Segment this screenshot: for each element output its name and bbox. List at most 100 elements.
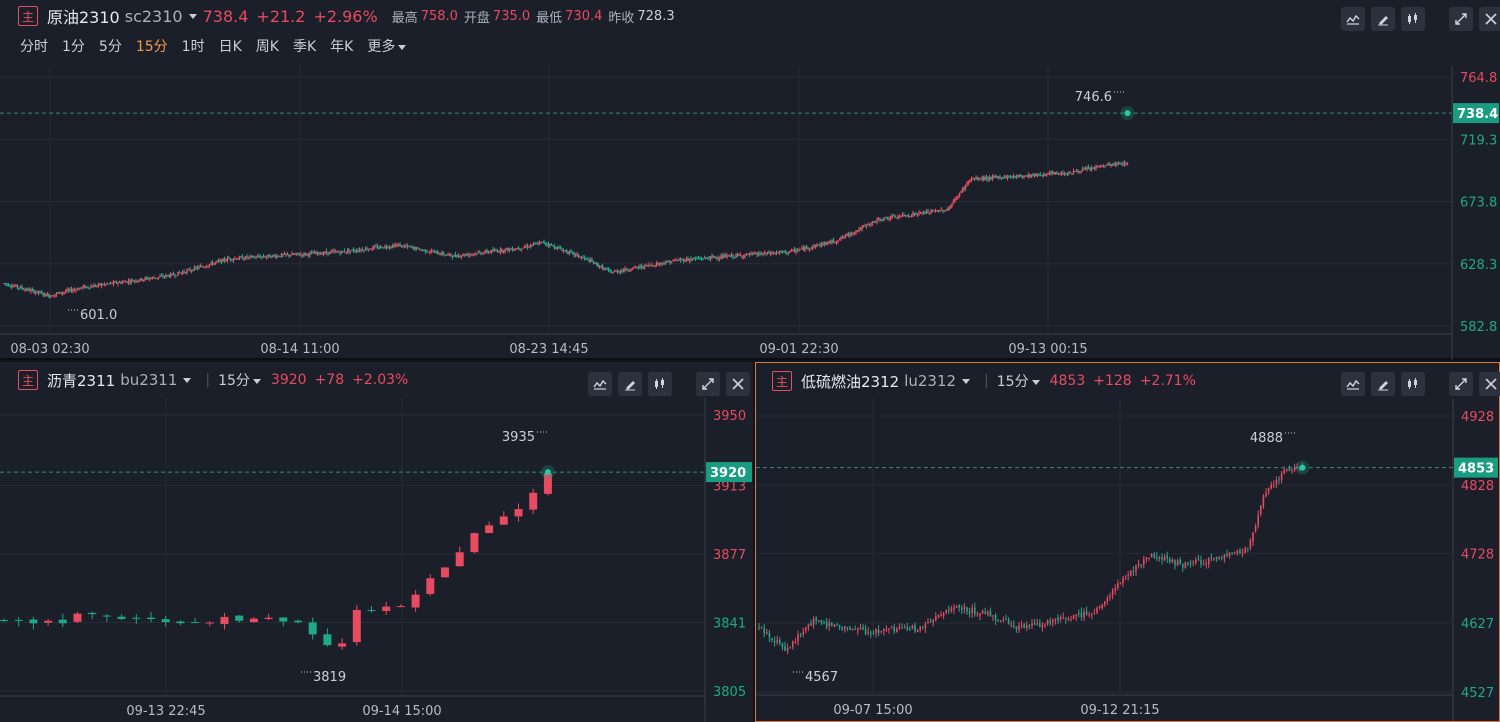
period-tab[interactable]: 日K: [218, 39, 242, 55]
expand-icon[interactable]: [1449, 7, 1473, 31]
draw-pen-icon[interactable]: [618, 372, 642, 396]
candle-body: [1143, 558, 1145, 565]
candle-body: [935, 616, 937, 621]
candle-body: [72, 290, 74, 292]
chevron-down-icon[interactable]: [188, 13, 197, 19]
candle-body: [210, 262, 212, 264]
candle-body: [427, 252, 430, 254]
candle-body: [857, 628, 859, 631]
candle-body: [334, 251, 337, 253]
period-tab[interactable]: 5分: [98, 39, 122, 55]
contract-code[interactable]: bu2311: [120, 371, 178, 389]
candle-body: [1166, 555, 1168, 559]
period-tab[interactable]: 年K: [330, 39, 354, 55]
candle-body: [1044, 624, 1046, 626]
candle-body: [145, 277, 148, 279]
main-contract-badge[interactable]: 主: [18, 6, 38, 26]
candle-body: [423, 249, 425, 251]
y-tick-label: 3950: [713, 409, 746, 424]
close-icon[interactable]: [1479, 7, 1500, 31]
draw-pen-icon[interactable]: [1371, 7, 1395, 31]
indicator-icon[interactable]: [1341, 372, 1365, 396]
period-tab[interactable]: 1时: [181, 39, 205, 55]
lu-kline-chart[interactable]: 4928 4828 4728 4627 4527 09-07 15:00 09-12 21:…: [756, 399, 1499, 721]
candle-body: [90, 286, 92, 289]
indicator-icon[interactable]: [1341, 7, 1365, 31]
candle-body: [388, 246, 391, 248]
period-tab[interactable]: 分时: [20, 39, 48, 55]
period-tab-active[interactable]: 15分: [135, 39, 168, 55]
candle-body: [417, 247, 419, 249]
main-kline-chart[interactable]: 764.8 719.3 673.8 628.3 582.8 08-03 02:30 08-1…: [0, 66, 1500, 360]
chevron-down-icon[interactable]: [183, 377, 192, 383]
candle-body: [102, 284, 104, 286]
candle-body: [616, 270, 619, 273]
candle-body: [435, 250, 437, 252]
candle-body: [470, 533, 479, 553]
contract-name[interactable]: 原油2310: [47, 8, 120, 27]
contract-code[interactable]: sc2310: [124, 6, 183, 26]
candle-body: [851, 628, 854, 631]
candle-style-icon[interactable]: [648, 372, 672, 396]
period-dropdown[interactable]: 15分: [997, 371, 1046, 391]
candle-body: [176, 621, 185, 624]
candle-style-icon[interactable]: [1401, 7, 1425, 31]
candle-body: [1015, 176, 1018, 178]
candle-body: [807, 624, 810, 628]
bu-contract-badge[interactable]: 主: [18, 370, 38, 390]
candle-body: [172, 273, 175, 276]
candle-body: [528, 246, 530, 248]
main-chart-panel[interactable]: 主 原油2310 sc2310 738.4 +21.2 +2.96% 最高 75…: [0, 0, 1500, 360]
candle-body: [577, 253, 580, 257]
contract-name[interactable]: 低硫燃油2312: [801, 372, 900, 391]
close-icon[interactable]: [1479, 372, 1500, 396]
candle-body: [1095, 166, 1097, 169]
candle-body: [687, 258, 689, 261]
candle-body: [1045, 174, 1048, 176]
candle-body: [967, 181, 970, 183]
chevron-down-icon[interactable]: [962, 378, 971, 384]
contract-code[interactable]: lu2312: [904, 372, 957, 390]
candle-body: [94, 285, 97, 287]
expand-icon[interactable]: [1449, 372, 1473, 396]
candle-body: [1087, 167, 1090, 169]
candle-body: [426, 578, 435, 594]
period-tab[interactable]: 季K: [292, 39, 317, 55]
candle-body: [820, 243, 823, 246]
candle-style-icon[interactable]: [1401, 372, 1425, 396]
candle-body: [564, 250, 566, 252]
bu-chart-panel[interactable]: 主 沥青2311 bu2311 | 15分 3920 +78 +2.03% 39…: [0, 362, 753, 722]
candle-body: [510, 248, 512, 250]
bu-kline-chart[interactable]: 3950 3913 3877 3841 3805 09-13 22:45 09-14 15:…: [0, 398, 753, 722]
draw-pen-icon[interactable]: [1371, 372, 1395, 396]
indicator-icon[interactable]: [588, 372, 612, 396]
max-price-label: 746.6: [1075, 90, 1112, 105]
candle-body: [987, 612, 989, 615]
low-value: 730.4: [565, 8, 603, 24]
candle-body: [852, 233, 854, 235]
contract-name[interactable]: 沥青2311: [47, 371, 116, 390]
expand-icon[interactable]: [696, 372, 720, 396]
candle-body: [864, 225, 866, 227]
candle-body: [990, 176, 992, 180]
close-icon[interactable]: [726, 372, 750, 396]
candle-body: [894, 215, 896, 218]
more-periods-dropdown[interactable]: 更多: [367, 36, 412, 56]
candle-body: [813, 245, 815, 247]
candle-body: [1145, 557, 1148, 560]
period-dropdown[interactable]: 15分: [218, 370, 267, 390]
candle-body: [451, 256, 454, 258]
candle-body: [16, 284, 19, 288]
candle-body: [33, 289, 35, 294]
lu-chart-panel[interactable]: 主 低硫燃油2312 lu2312 | 15分 4853 +128 +2.71%…: [755, 362, 1500, 722]
candle-body: [1163, 556, 1166, 561]
candle-body: [543, 241, 545, 244]
candle-body: [502, 251, 505, 253]
period-tab[interactable]: 周K: [255, 39, 279, 55]
period-tab[interactable]: 1分: [62, 39, 85, 55]
candle-body: [1026, 175, 1028, 177]
candle-body: [144, 277, 146, 280]
lu-contract-badge[interactable]: 主: [772, 371, 792, 391]
candle-body: [739, 255, 742, 257]
candle-body: [1050, 172, 1052, 174]
